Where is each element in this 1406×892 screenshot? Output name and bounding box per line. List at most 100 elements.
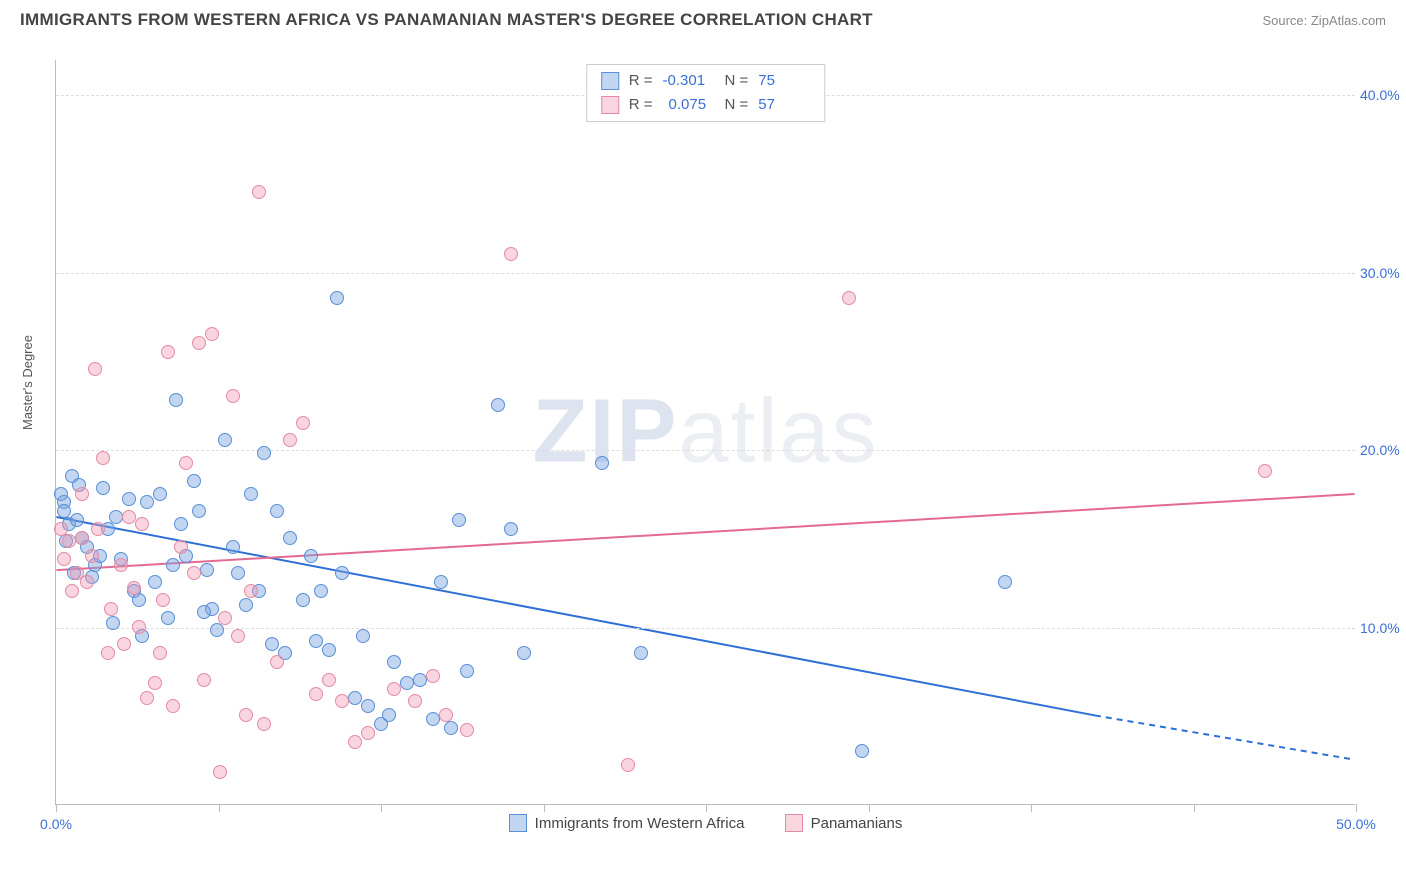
data-point <box>239 708 253 722</box>
data-point <box>335 694 349 708</box>
data-point <box>57 552 71 566</box>
series-legend: Immigrants from Western Africa Panamania… <box>56 814 1355 836</box>
data-point <box>283 433 297 447</box>
data-point <box>153 487 167 501</box>
data-point <box>491 398 505 412</box>
data-point <box>65 584 79 598</box>
y-tick-label: 10.0% <box>1360 620 1406 636</box>
swatch-series-2 <box>601 96 619 114</box>
data-point <box>114 558 128 572</box>
data-point <box>335 566 349 580</box>
y-tick-label: 40.0% <box>1360 87 1406 103</box>
series-2-label: Panamanians <box>811 815 903 832</box>
data-point <box>75 487 89 501</box>
data-point <box>140 495 154 509</box>
data-point <box>244 487 258 501</box>
data-point <box>460 723 474 737</box>
swatch-series-2 <box>785 814 803 832</box>
data-point <box>387 682 401 696</box>
legend-row-series-2: R = 0.075 N = 57 <box>601 93 811 117</box>
data-point <box>166 558 180 572</box>
data-point <box>187 566 201 580</box>
data-point <box>140 691 154 705</box>
data-point <box>205 327 219 341</box>
data-point <box>132 593 146 607</box>
x-tick <box>381 804 382 812</box>
x-tick-label: 50.0% <box>1336 816 1376 832</box>
data-point <box>192 504 206 518</box>
data-point <box>85 549 99 563</box>
y-tick-label: 20.0% <box>1360 442 1406 458</box>
data-point <box>842 291 856 305</box>
data-point <box>148 676 162 690</box>
data-point <box>122 510 136 524</box>
data-point <box>270 504 284 518</box>
data-point <box>117 637 131 651</box>
data-point <box>218 611 232 625</box>
gridline <box>56 273 1355 274</box>
data-point <box>382 708 396 722</box>
data-point <box>109 510 123 524</box>
data-point <box>174 540 188 554</box>
data-point <box>218 433 232 447</box>
data-point <box>200 563 214 577</box>
gridline <box>56 628 1355 629</box>
x-tick <box>219 804 220 812</box>
data-point <box>1258 464 1272 478</box>
y-tick-label: 30.0% <box>1360 265 1406 281</box>
data-point <box>330 291 344 305</box>
data-point <box>309 687 323 701</box>
chart-title: IMMIGRANTS FROM WESTERN AFRICA VS PANAMA… <box>20 10 873 30</box>
x-tick-label: 0.0% <box>40 816 72 832</box>
data-point <box>179 456 193 470</box>
data-point <box>356 629 370 643</box>
data-point <box>96 481 110 495</box>
data-point <box>413 673 427 687</box>
data-point <box>296 416 310 430</box>
swatch-series-1 <box>509 814 527 832</box>
data-point <box>855 744 869 758</box>
data-point <box>270 655 284 669</box>
data-point <box>322 643 336 657</box>
data-point <box>621 758 635 772</box>
data-point <box>322 673 336 687</box>
data-point <box>210 623 224 637</box>
data-point <box>265 637 279 651</box>
data-point <box>239 598 253 612</box>
data-point <box>361 699 375 713</box>
data-point <box>231 629 245 643</box>
data-point <box>75 531 89 545</box>
scatter-chart: ZIPatlas R = -0.301 N = 75 R = 0.075 N =… <box>55 60 1355 805</box>
data-point <box>174 517 188 531</box>
r-label: R = <box>629 69 653 93</box>
data-point <box>595 456 609 470</box>
data-point <box>244 584 258 598</box>
data-point <box>91 522 105 536</box>
series-1-label: Immigrants from Western Africa <box>535 815 745 832</box>
data-point <box>166 699 180 713</box>
data-point <box>148 575 162 589</box>
watermark: ZIPatlas <box>532 381 878 484</box>
data-point <box>257 717 271 731</box>
x-tick <box>706 804 707 812</box>
data-point <box>161 345 175 359</box>
n-label: N = <box>725 69 749 93</box>
data-point <box>169 393 183 407</box>
data-point <box>504 522 518 536</box>
data-point <box>426 712 440 726</box>
data-point <box>348 691 362 705</box>
data-point <box>187 474 201 488</box>
data-point <box>161 611 175 625</box>
data-point <box>452 513 466 527</box>
data-point <box>460 664 474 678</box>
data-point <box>444 721 458 735</box>
data-point <box>153 646 167 660</box>
data-point <box>96 451 110 465</box>
data-point <box>62 534 76 548</box>
data-point <box>156 593 170 607</box>
x-tick <box>544 804 545 812</box>
data-point <box>304 549 318 563</box>
data-point <box>439 708 453 722</box>
data-point <box>226 389 240 403</box>
data-point <box>135 517 149 531</box>
